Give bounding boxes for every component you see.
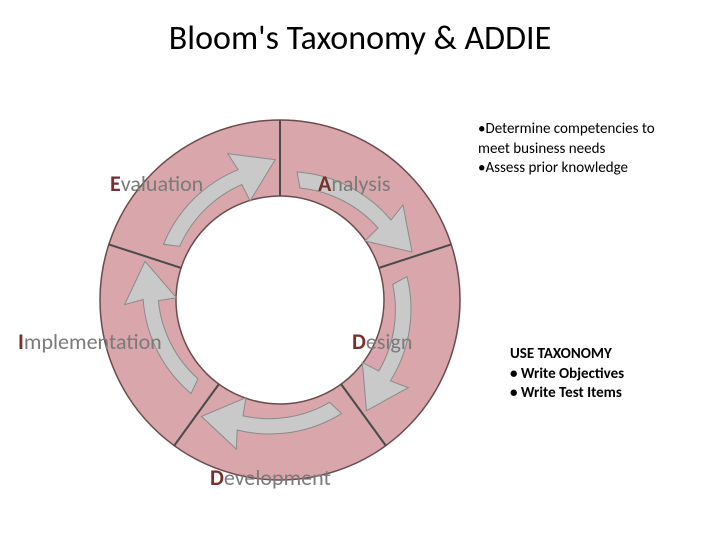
phase-rest: esign bbox=[366, 328, 413, 355]
addie-ring: Analysis Design Development Implementati… bbox=[90, 110, 470, 490]
phase-analysis: Analysis bbox=[318, 170, 391, 197]
note-line: • Write Test Items bbox=[510, 384, 624, 404]
phase-design: Design bbox=[352, 328, 412, 355]
phase-accent: D bbox=[352, 328, 366, 355]
phase-development: Development bbox=[210, 464, 331, 491]
note-line: USE TAXONOMY bbox=[510, 345, 624, 365]
page-title: Bloom's Taxonomy & ADDIE bbox=[0, 18, 720, 59]
phase-rest: nalysis bbox=[331, 170, 390, 197]
phase-accent: D bbox=[210, 464, 224, 491]
phase-accent: E bbox=[110, 170, 121, 197]
phase-evaluation: Evaluation bbox=[110, 170, 203, 197]
note-line: •Determine competencies to bbox=[478, 120, 655, 140]
note-line: •Assess prior knowledge bbox=[478, 159, 655, 179]
note-line: • Write Objectives bbox=[510, 365, 624, 385]
phase-implementation: Implementation bbox=[18, 328, 162, 355]
phase-rest: evelopment bbox=[224, 464, 331, 491]
note-design: USE TAXONOMY • Write Objectives • Write … bbox=[510, 345, 624, 404]
phase-accent: A bbox=[318, 170, 331, 197]
note-analysis: •Determine competencies to meet business… bbox=[478, 120, 655, 179]
phase-rest: valuation bbox=[121, 170, 204, 197]
phase-rest: mplementation bbox=[24, 328, 162, 355]
note-line: meet business needs bbox=[478, 140, 655, 160]
ring-svg bbox=[90, 110, 470, 490]
